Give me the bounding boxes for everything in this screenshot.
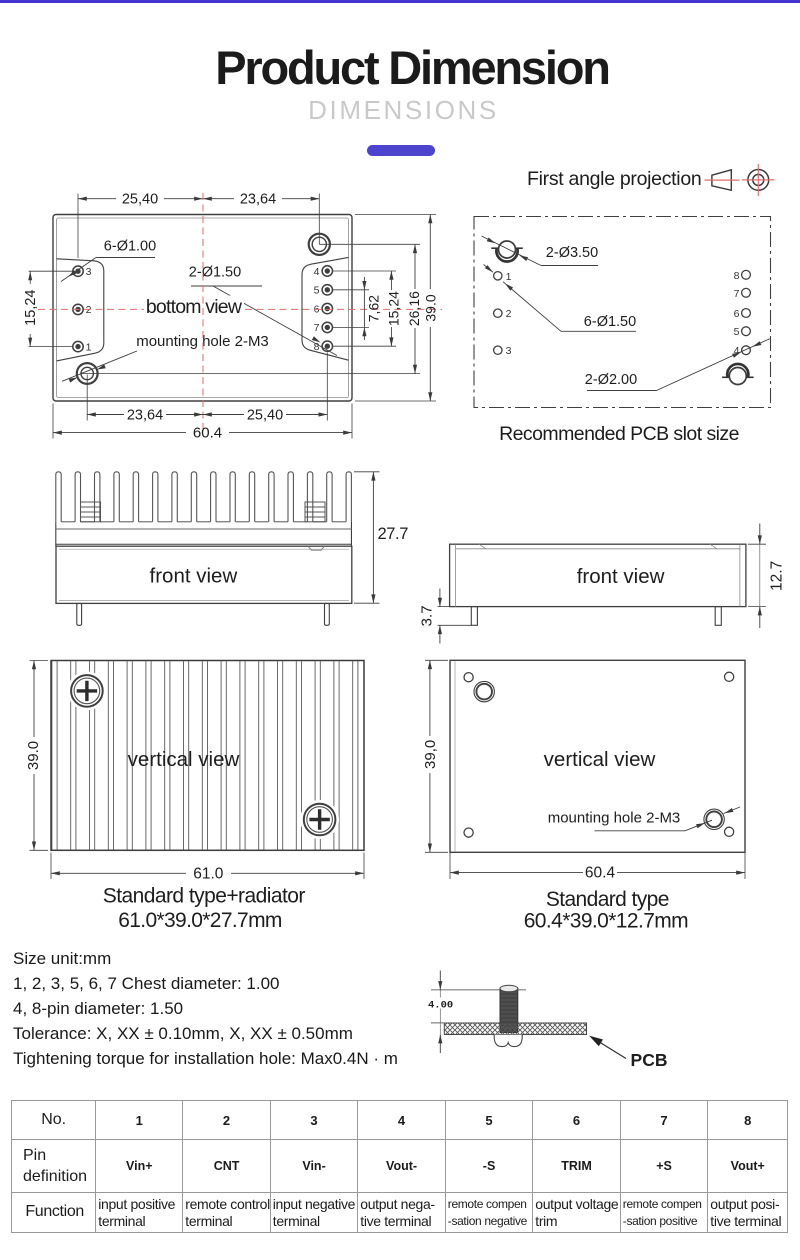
svg-text:3: 3 <box>506 345 512 357</box>
svg-text:3: 3 <box>86 266 92 278</box>
svg-text:23,64: 23,64 <box>240 192 276 208</box>
svg-text:1: 1 <box>506 271 512 283</box>
svg-text:4: 4 <box>314 266 320 278</box>
svg-text:60.4*39.0*12.7mm: 60.4*39.0*12.7mm <box>524 910 688 933</box>
svg-text:27.7: 27.7 <box>378 525 409 543</box>
svg-text:15,24: 15,24 <box>23 290 39 326</box>
svg-text:8: 8 <box>314 341 320 353</box>
svg-text:mounting hole 2-M3: mounting hole 2-M3 <box>548 810 681 827</box>
svg-text:6-Ø1.00: 6-Ø1.00 <box>104 239 156 255</box>
svg-text:7: 7 <box>314 322 320 334</box>
svg-text:39.0: 39.0 <box>423 294 439 321</box>
svg-text:12.7: 12.7 <box>769 561 786 591</box>
svg-text:61.0: 61.0 <box>193 865 224 882</box>
svg-text:7,62: 7,62 <box>366 295 382 322</box>
svg-text:2: 2 <box>506 308 512 320</box>
svg-text:5: 5 <box>314 285 320 297</box>
svg-text:7: 7 <box>734 288 740 300</box>
svg-text:mounting hole 2-M3: mounting hole 2-M3 <box>136 333 269 350</box>
svg-text:39.0: 39.0 <box>25 741 42 770</box>
svg-text:front view: front view <box>577 565 665 588</box>
svg-text:vertical view: vertical view <box>128 748 240 771</box>
svg-text:2-Ø2.00: 2-Ø2.00 <box>585 372 637 388</box>
svg-text:23,64: 23,64 <box>127 407 163 423</box>
svg-text:Standard type: Standard type <box>546 888 669 911</box>
svg-text:8: 8 <box>734 270 740 282</box>
svg-text:5: 5 <box>734 326 740 338</box>
svg-text:60.4: 60.4 <box>193 425 222 442</box>
svg-text:PCB: PCB <box>631 1050 668 1070</box>
svg-text:6-Ø1.50: 6-Ø1.50 <box>584 314 636 330</box>
svg-text:15,24: 15,24 <box>386 291 402 326</box>
svg-text:bottom view: bottom view <box>146 296 243 318</box>
svg-text:25,40: 25,40 <box>247 407 283 423</box>
svg-text:2-Ø1.50: 2-Ø1.50 <box>189 265 241 281</box>
svg-text:Standard type+radiator: Standard type+radiator <box>103 885 306 908</box>
svg-text:26,16: 26,16 <box>406 291 422 326</box>
svg-text:front view: front view <box>150 565 238 588</box>
svg-text:3.7: 3.7 <box>418 605 435 626</box>
svg-text:4: 4 <box>734 345 740 357</box>
svg-text:2: 2 <box>86 304 92 316</box>
svg-text:2-Ø3.50: 2-Ø3.50 <box>546 245 598 261</box>
svg-text:60.4: 60.4 <box>585 865 616 882</box>
svg-text:61.0*39.0*27.7mm: 61.0*39.0*27.7mm <box>118 909 282 932</box>
svg-text:6: 6 <box>734 308 740 320</box>
svg-text:vertical view: vertical view <box>544 748 656 771</box>
svg-text:1: 1 <box>86 341 92 353</box>
svg-text:39,0: 39,0 <box>422 740 439 769</box>
svg-text:4.00: 4.00 <box>428 1000 453 1012</box>
svg-text:25,40: 25,40 <box>122 192 158 208</box>
